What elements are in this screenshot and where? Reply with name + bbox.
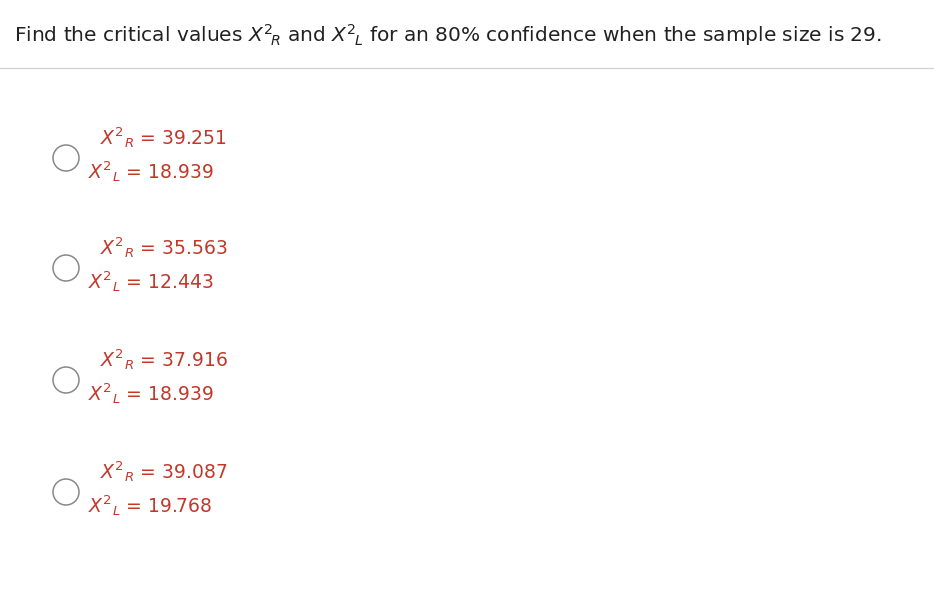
Text: $\mathit{X}^2{}_{\mathit{R}}$ = 39.087: $\mathit{X}^2{}_{\mathit{R}}$ = 39.087 [100, 460, 227, 484]
Text: $\mathit{X}^2{}_{\mathit{L}}$ = 18.939: $\mathit{X}^2{}_{\mathit{L}}$ = 18.939 [88, 382, 214, 407]
Text: $\mathit{X}^2{}_{\mathit{L}}$ = 12.443: $\mathit{X}^2{}_{\mathit{L}}$ = 12.443 [88, 270, 214, 294]
Text: Find the critical values $\mathit{X}^2{}_{\!\mathit{R}}$ and $\mathit{X}^2{}_{\!: Find the critical values $\mathit{X}^2{}… [14, 22, 882, 48]
Text: $\mathit{X}^2{}_{\mathit{R}}$ = 39.251: $\mathit{X}^2{}_{\mathit{R}}$ = 39.251 [100, 126, 226, 150]
Text: $\mathit{X}^2{}_{\mathit{R}}$ = 35.563: $\mathit{X}^2{}_{\mathit{R}}$ = 35.563 [100, 235, 227, 260]
Text: $\mathit{X}^2{}_{\mathit{L}}$ = 18.939: $\mathit{X}^2{}_{\mathit{L}}$ = 18.939 [88, 160, 214, 185]
Text: $\mathit{X}^2{}_{\mathit{R}}$ = 37.916: $\mathit{X}^2{}_{\mathit{R}}$ = 37.916 [100, 348, 228, 372]
Text: $\mathit{X}^2{}_{\mathit{L}}$ = 19.768: $\mathit{X}^2{}_{\mathit{L}}$ = 19.768 [88, 494, 212, 519]
